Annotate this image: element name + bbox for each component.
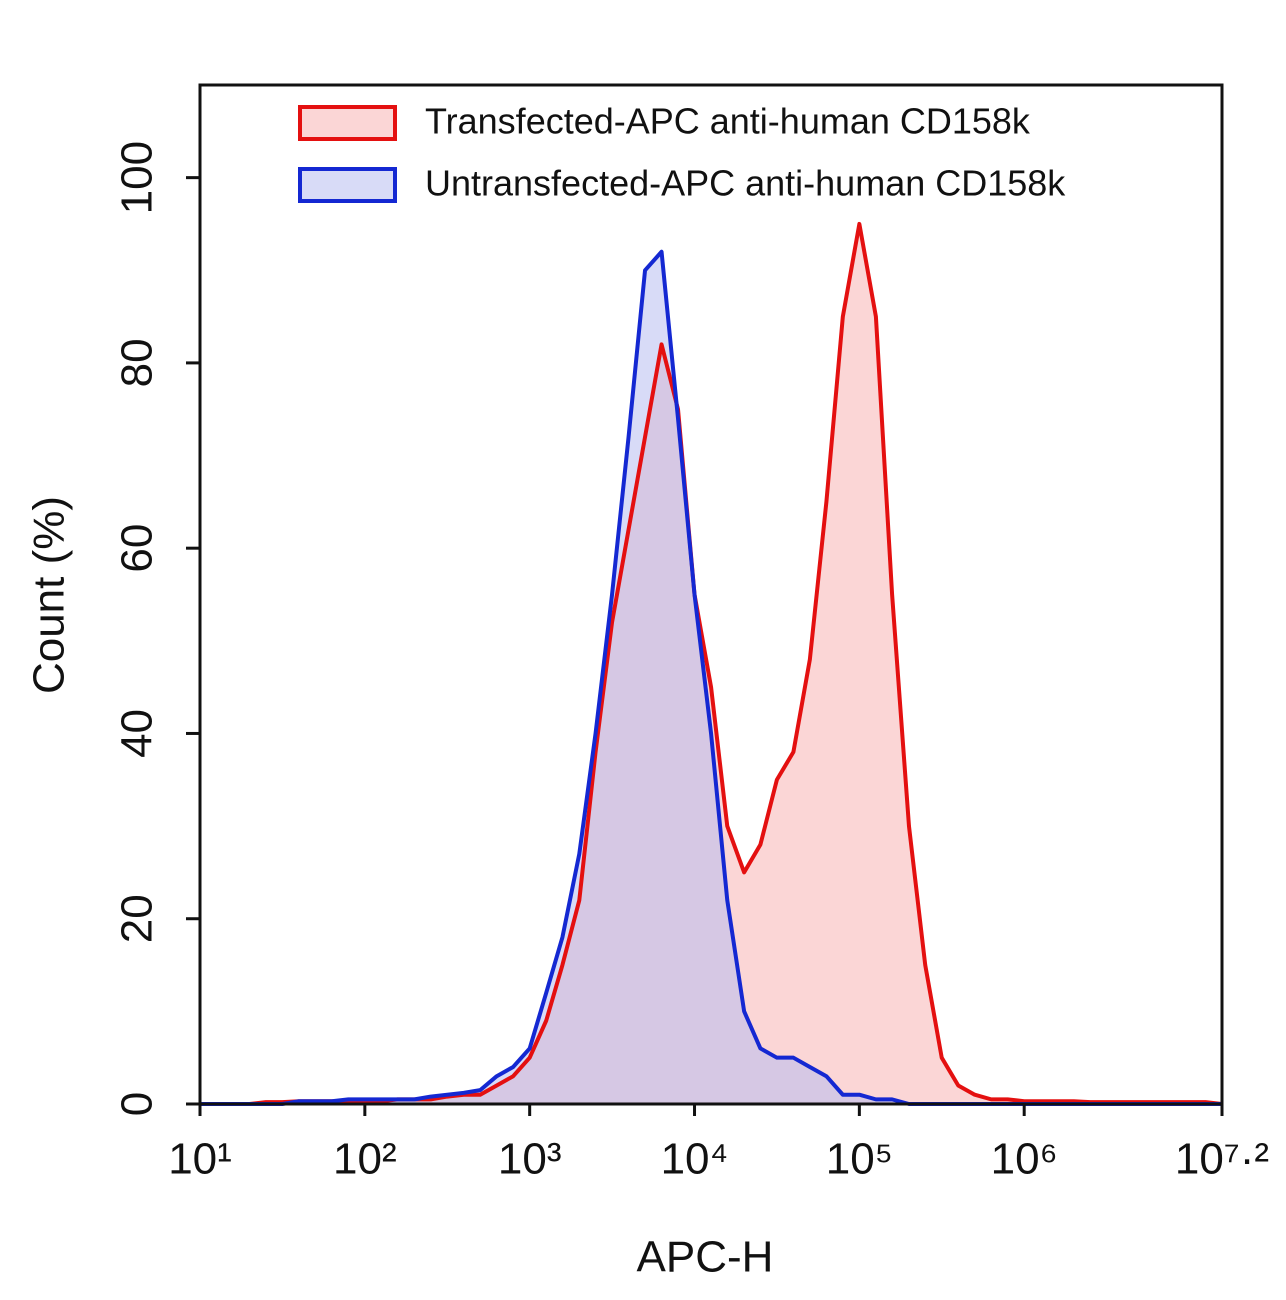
y-axis-label: Count (%) bbox=[25, 496, 74, 694]
plot-frame bbox=[198, 83, 1224, 1106]
legend-label: Untransfected-APC anti-human CD158k bbox=[425, 163, 1066, 204]
legend-swatch bbox=[298, 105, 397, 141]
x-tick-label: 10¹ bbox=[168, 1135, 232, 1184]
y-tick-label: 80 bbox=[113, 338, 162, 387]
x-tick-label: 10⁶ bbox=[991, 1135, 1058, 1184]
x-tick-label: 10⁴ bbox=[661, 1135, 729, 1184]
x-tick-label: 10² bbox=[333, 1135, 397, 1184]
legend-swatch bbox=[298, 167, 397, 203]
legend-label: Transfected-APC anti-human CD158k bbox=[425, 101, 1031, 142]
y-tick-label: 60 bbox=[113, 524, 162, 573]
area-fill bbox=[200, 251, 1222, 1104]
x-tick-label: 10⁵ bbox=[826, 1135, 893, 1184]
x-axis-label: APC-H bbox=[637, 1233, 774, 1282]
y-tick-label: 100 bbox=[113, 141, 162, 214]
x-tick-label: 10⁷·² bbox=[1175, 1135, 1269, 1184]
y-tick-label: 0 bbox=[113, 1092, 162, 1116]
x-tick-label: 10³ bbox=[498, 1135, 562, 1184]
y-tick-label: 40 bbox=[113, 709, 162, 758]
y-tick-label: 20 bbox=[113, 894, 162, 943]
